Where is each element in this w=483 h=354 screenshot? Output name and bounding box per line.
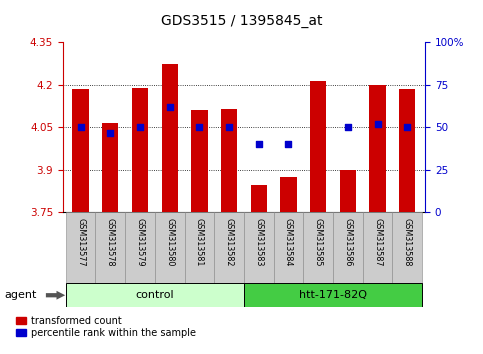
Bar — [155, 212, 185, 283]
Point — [196, 125, 203, 130]
Bar — [280, 177, 297, 212]
Legend: transformed count, percentile rank within the sample: transformed count, percentile rank withi… — [14, 314, 198, 340]
Bar — [310, 81, 327, 212]
Text: GSM313578: GSM313578 — [106, 218, 115, 267]
Bar — [392, 212, 422, 283]
Text: control: control — [136, 290, 174, 300]
Point — [344, 125, 352, 130]
Bar — [251, 185, 267, 212]
Bar — [72, 89, 89, 212]
Point — [136, 125, 144, 130]
Bar — [132, 88, 148, 212]
Bar — [369, 85, 386, 212]
Point — [106, 130, 114, 135]
Bar — [363, 212, 392, 283]
Bar — [102, 123, 118, 212]
Point — [374, 121, 382, 127]
Text: htt-171-82Q: htt-171-82Q — [299, 290, 367, 300]
Point — [284, 142, 292, 147]
Bar — [191, 110, 208, 212]
Text: GSM313579: GSM313579 — [136, 218, 144, 267]
Bar — [185, 212, 214, 283]
Bar — [161, 64, 178, 212]
Bar — [244, 212, 273, 283]
Bar — [273, 212, 303, 283]
Bar — [399, 89, 415, 212]
Text: GSM313577: GSM313577 — [76, 218, 85, 267]
Bar — [333, 212, 363, 283]
Bar — [340, 170, 356, 212]
Bar — [303, 212, 333, 283]
Text: GDS3515 / 1395845_at: GDS3515 / 1395845_at — [161, 14, 322, 28]
Bar — [214, 212, 244, 283]
Text: GSM313586: GSM313586 — [343, 218, 352, 267]
Point — [166, 104, 173, 110]
Text: GSM313584: GSM313584 — [284, 218, 293, 267]
Point — [255, 142, 263, 147]
Bar — [221, 109, 237, 212]
Text: agent: agent — [5, 290, 37, 300]
Bar — [96, 212, 125, 283]
Text: GSM313587: GSM313587 — [373, 218, 382, 267]
Text: GSM313581: GSM313581 — [195, 218, 204, 267]
Text: GSM313588: GSM313588 — [403, 218, 412, 267]
Bar — [66, 212, 96, 283]
Bar — [244, 283, 422, 307]
Point — [225, 125, 233, 130]
FancyArrow shape — [46, 291, 65, 299]
Point — [403, 125, 411, 130]
Text: GSM313585: GSM313585 — [313, 218, 323, 267]
Text: GSM313580: GSM313580 — [165, 218, 174, 267]
Point — [77, 125, 85, 130]
Text: GSM313582: GSM313582 — [225, 218, 234, 267]
Bar — [66, 283, 244, 307]
Text: GSM313583: GSM313583 — [254, 218, 263, 267]
Bar — [125, 212, 155, 283]
